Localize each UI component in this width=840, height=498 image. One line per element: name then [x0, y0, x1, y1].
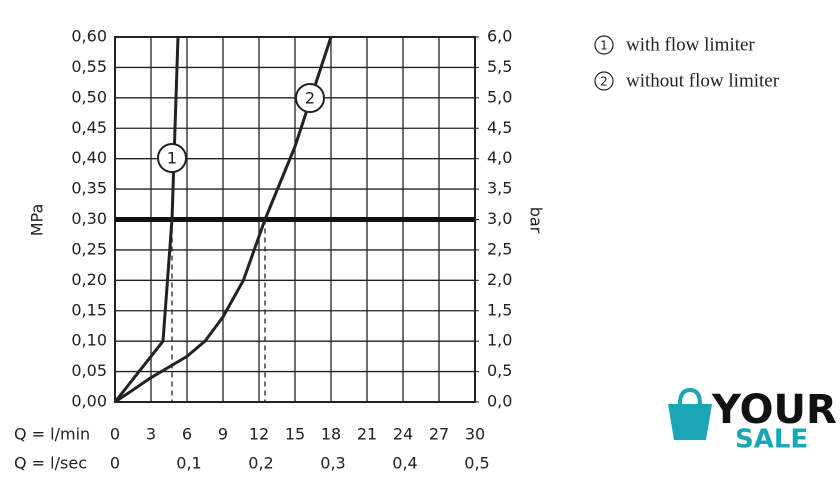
x-axis-label: Q = l/min — [14, 425, 90, 444]
x2-axis-label: Q = l/sec — [14, 454, 87, 473]
x2-tick-label: 0,1 — [176, 454, 201, 473]
y-tick-label: 0,55 — [71, 57, 107, 76]
y-axis-label: MPa — [28, 204, 47, 237]
y-tick-label: 0,50 — [71, 87, 107, 106]
y2-tick-label: 4,5 — [487, 118, 512, 137]
y2-tick-label: 3,5 — [487, 179, 512, 198]
y-tick-label: 0,20 — [71, 270, 107, 289]
series-line — [114, 36, 333, 404]
bag-handle — [678, 387, 702, 405]
y2-tick-label: 5,0 — [487, 87, 512, 106]
y-tick-label: 0,40 — [71, 148, 107, 167]
watermark-line2: SALE — [735, 425, 808, 455]
legend-number: 1 — [600, 39, 608, 53]
x-tick-label: 24 — [393, 425, 413, 444]
x-tick-label: 3 — [146, 425, 156, 444]
y-tick-label: 0,05 — [71, 361, 107, 380]
y2-tick-label: 0,0 — [487, 392, 512, 411]
x2-tick-label: 0,5 — [464, 454, 489, 473]
x2-tick-label: 0 — [110, 454, 120, 473]
y-tick-label: 0,10 — [71, 331, 107, 350]
y2-tick-label: 1,0 — [487, 331, 512, 350]
watermark-line1: YOUR — [711, 387, 837, 433]
x2-tick-label: 0,3 — [320, 454, 345, 473]
y2-tick-label: 2,5 — [487, 239, 512, 258]
y-tick-label: 0,25 — [71, 239, 107, 258]
curve-label: 1 — [167, 149, 177, 168]
y2-tick-label: 3,0 — [487, 209, 512, 228]
y2-tick-label: 4,0 — [487, 148, 512, 167]
curve-label-circle — [295, 83, 325, 113]
bag-icon — [668, 404, 712, 440]
legend-number: 2 — [600, 75, 608, 89]
y-tick-label: 0,35 — [71, 179, 107, 198]
y2-tick-label: 0,5 — [487, 361, 512, 380]
y2-tick-label: 6,0 — [487, 27, 512, 46]
curve-label: 2 — [305, 89, 315, 108]
x-tick-label: 12 — [249, 425, 269, 444]
y2-axis-label: bar — [527, 207, 546, 234]
x-tick-label: 9 — [218, 425, 228, 444]
x-tick-label: 18 — [321, 425, 341, 444]
x2-tick-label: 0,4 — [392, 454, 417, 473]
y-tick-label: 0,60 — [71, 27, 107, 46]
y2-tick-label: 2,0 — [487, 270, 512, 289]
x-tick-label: 0 — [110, 425, 120, 444]
legend-circle — [594, 71, 614, 91]
x-tick-label: 27 — [429, 425, 449, 444]
y2-tick-label: 5,5 — [487, 57, 512, 76]
x-tick-label: 6 — [182, 425, 192, 444]
curve-label-circle — [157, 143, 187, 173]
y-tick-label: 0,30 — [71, 209, 107, 228]
watermark: YOUR SALE — [668, 387, 837, 455]
series-line — [113, 36, 180, 403]
x2-tick-label: 0,2 — [248, 454, 273, 473]
y-tick-label: 0,45 — [71, 118, 107, 137]
legend-label: without flow limiter — [626, 70, 780, 91]
legend-circle — [594, 35, 614, 55]
x-tick-label: 15 — [285, 425, 305, 444]
x-tick-label: 30 — [465, 425, 485, 444]
y2-tick-label: 1,5 — [487, 300, 512, 319]
y-tick-label: 0,00 — [71, 392, 107, 411]
y-tick-label: 0,15 — [71, 300, 107, 319]
plot: 0,000,050,100,150,200,250,300,350,400,45… — [71, 27, 512, 473]
legend-label: with flow limiter — [626, 34, 755, 55]
x-tick-label: 21 — [357, 425, 377, 444]
